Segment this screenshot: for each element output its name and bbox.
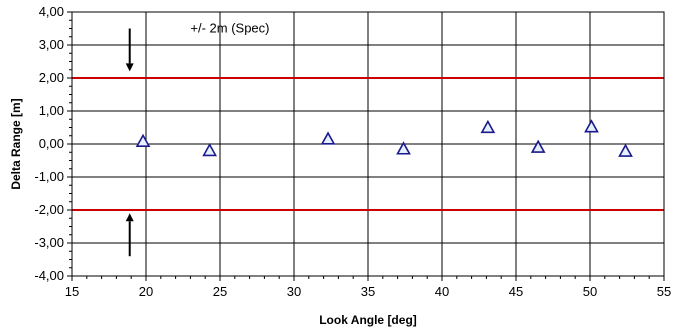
y-tick-label: 4,00: [39, 4, 64, 19]
y-tick-label: 0,00: [39, 136, 64, 151]
spec-limit-lines: [72, 77, 664, 211]
x-tick-label: 15: [65, 284, 79, 299]
y-tick-label: -1,00: [34, 169, 64, 184]
x-tick-label: 25: [213, 284, 227, 299]
data-point: [480, 119, 496, 134]
axis-ticks: [67, 11, 665, 281]
data-point: [584, 119, 599, 133]
x-tick-label: 50: [583, 284, 597, 299]
arrow-head: [125, 213, 134, 222]
x-tick-label: 45: [509, 284, 523, 299]
tick-labels: 15 20 25 30 35 40 45 50 55 -4,00 -3,00 -2,00 -1,00 0,…: [34, 4, 671, 299]
x-tick-label: 30: [287, 284, 301, 299]
x-tick-label: 55: [657, 284, 671, 299]
data-point: [320, 131, 336, 145]
data-points: [135, 119, 633, 157]
data-point: [396, 141, 411, 155]
y-tick-label: -3,00: [34, 235, 64, 250]
arrow-head: [125, 63, 134, 72]
data-point: [618, 143, 633, 157]
y-tick-label: 1,00: [39, 103, 64, 118]
y-tick-label: 3,00: [39, 37, 64, 52]
y-tick-label: 2,00: [39, 70, 64, 85]
data-point: [135, 133, 151, 147]
y-axis-title: Delta Range [m]: [9, 98, 23, 189]
spec-annotation: +/- 2m (Spec): [190, 21, 269, 36]
arrows: [125, 28, 134, 257]
x-tick-label: 40: [435, 284, 449, 299]
grid: [72, 12, 664, 276]
y-tick-label: -4,00: [34, 268, 64, 283]
data-point: [202, 142, 217, 157]
data-point: [530, 139, 546, 153]
y-tick-label: -2,00: [34, 202, 64, 217]
x-tick-label: 20: [139, 284, 153, 299]
x-axis-title: Look Angle [deg]: [319, 313, 417, 327]
x-tick-label: 35: [361, 284, 375, 299]
